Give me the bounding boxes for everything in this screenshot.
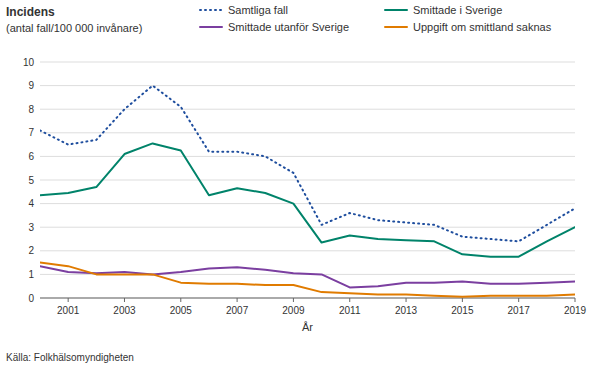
grid-line xyxy=(40,109,575,110)
grid-line xyxy=(40,62,575,63)
grid-line xyxy=(40,227,575,228)
grid-line xyxy=(40,203,575,204)
y-tick-label: 10 xyxy=(23,57,35,68)
x-tick xyxy=(180,298,181,302)
x-tick-label: 2009 xyxy=(282,305,305,316)
y-tick-label: 6 xyxy=(28,151,34,162)
y-tick-label: 3 xyxy=(28,222,34,233)
background xyxy=(0,0,590,369)
y-tick-label: 8 xyxy=(28,104,34,115)
x-tick xyxy=(237,298,238,302)
legend-swatch xyxy=(385,9,407,11)
grid-line xyxy=(40,156,575,157)
legend: Samtliga fall Smittade i Sverige Smittade … xyxy=(200,4,552,33)
chart: Incidens (antal fall/100 000 invånare) 0 1 2… xyxy=(0,0,590,369)
y-axis-label: Incidens xyxy=(6,5,55,19)
x-tick xyxy=(518,298,519,302)
legend-label: Smittade utanför Sverige xyxy=(228,21,349,33)
x-axis-label: År xyxy=(302,321,313,333)
grid-line xyxy=(40,250,575,251)
legend-label: Smittade i Sverige xyxy=(413,4,502,16)
x-tick-label: 2017 xyxy=(508,305,531,316)
y-tick-label: 4 xyxy=(28,198,34,209)
y-axis-label: (antal fall/100 000 invånare) xyxy=(6,22,142,34)
x-tick xyxy=(462,298,463,302)
grid xyxy=(40,62,575,298)
y-tick-label: 7 xyxy=(28,127,34,138)
x-tick-label: 2015 xyxy=(451,305,474,316)
x-tick-label: 2013 xyxy=(395,305,418,316)
x-tick-label: 2005 xyxy=(170,305,193,316)
legend-label: Samtliga fall xyxy=(228,4,288,16)
y-tick-label: 0 xyxy=(28,293,34,304)
grid-line xyxy=(40,298,575,299)
legend-label: Uppgift om smittland saknas xyxy=(413,21,552,33)
series-line xyxy=(40,86,575,242)
legend-swatch xyxy=(385,26,407,28)
source-note: Källa: Folkhälsomyndigheten xyxy=(6,352,134,363)
series-group xyxy=(40,86,575,297)
x-tick xyxy=(406,298,407,302)
x-tick xyxy=(68,298,69,302)
series-line xyxy=(40,263,575,297)
x-tick xyxy=(349,298,350,302)
y-tick-label: 1 xyxy=(28,269,34,280)
x-axis-line xyxy=(40,298,575,299)
series-line xyxy=(40,143,575,256)
series-line xyxy=(40,266,575,287)
x-tick xyxy=(575,298,576,302)
y-tick-label: 5 xyxy=(28,175,34,186)
x-tick-label: 2011 xyxy=(339,305,361,316)
grid-line xyxy=(40,180,575,181)
x-tick xyxy=(293,298,294,302)
x-tick-label: 2019 xyxy=(564,305,587,316)
legend-swatch xyxy=(200,26,222,28)
grid-line xyxy=(40,132,575,133)
y-tick-label: 2 xyxy=(28,245,34,256)
grid-line xyxy=(40,85,575,86)
x-tick xyxy=(124,298,125,302)
x-tick-label: 2001 xyxy=(57,305,80,316)
legend-swatch xyxy=(200,9,222,11)
x-tick-label: 2003 xyxy=(113,305,136,316)
y-tick-label: 9 xyxy=(28,80,34,91)
x-tick-label: 2007 xyxy=(226,305,249,316)
